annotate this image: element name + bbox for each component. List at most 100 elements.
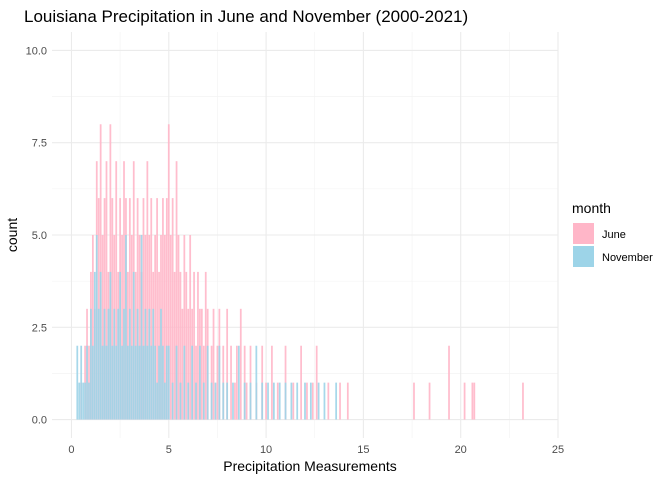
november-bar: [162, 345, 164, 420]
november-bar: [107, 308, 110, 420]
november-bar: [323, 382, 326, 420]
november-bar: [142, 345, 145, 420]
november-bar: [146, 345, 149, 420]
november-bar: [101, 345, 104, 420]
november-bar: [148, 308, 151, 420]
june-bar: [177, 235, 180, 420]
x-tick-label: 0: [68, 444, 74, 456]
november-bar: [115, 345, 118, 420]
june-bar: [271, 345, 273, 420]
november-bar: [317, 382, 320, 420]
june-bar: [154, 235, 157, 420]
june-bar: [230, 345, 232, 420]
june-bar: [179, 271, 182, 420]
november-bar: [134, 345, 137, 420]
june-bar: [311, 382, 314, 420]
november-bar: [144, 308, 147, 420]
november-bar: [164, 382, 166, 420]
november-bar: [105, 345, 108, 420]
june-bar: [162, 198, 164, 420]
november-bar: [255, 345, 258, 420]
november-bar: [82, 382, 85, 420]
november-bar: [183, 345, 186, 420]
november-bar: [84, 382, 86, 420]
june-bar: [193, 271, 195, 420]
june-bar: [463, 382, 466, 420]
legend-label-june: June: [602, 229, 626, 241]
june-bar: [146, 161, 149, 420]
november-bar: [125, 235, 127, 420]
june-bar: [306, 382, 308, 420]
june-bar: [300, 345, 302, 420]
november-bar: [284, 382, 287, 420]
y-tick-label: 5.0: [32, 230, 47, 242]
november-bar: [123, 308, 125, 420]
major-gridlines: [52, 32, 559, 438]
november-bar: [150, 345, 153, 420]
november-bar: [206, 345, 209, 420]
june-bar: [183, 235, 186, 420]
x-tick-label: 25: [552, 444, 564, 456]
june-bar: [171, 198, 174, 420]
legend-key-november: [573, 246, 594, 267]
november-bar: [156, 382, 158, 420]
june-bar: [130, 235, 133, 420]
june-bar: [181, 308, 184, 420]
november-bar: [290, 382, 293, 420]
june-bar: [101, 235, 104, 420]
june-bar: [212, 308, 215, 420]
june-bar: [239, 308, 242, 420]
november-bars: [76, 235, 338, 420]
june-bar: [315, 345, 318, 420]
june-bar: [173, 271, 176, 420]
november-bar: [243, 382, 246, 420]
november-bar: [119, 271, 121, 420]
june-bar: [189, 235, 192, 420]
november-bar: [152, 308, 155, 420]
november-bar: [138, 345, 141, 420]
june-bar: [164, 235, 166, 420]
november-bar: [249, 382, 252, 420]
june-bar: [234, 382, 236, 420]
november-bar: [232, 382, 234, 420]
november-bar: [296, 382, 299, 420]
june-bar: [236, 345, 238, 420]
june-bar: [428, 382, 431, 420]
november-bar: [202, 382, 205, 420]
june-bar: [204, 271, 207, 420]
june-bar: [142, 198, 145, 420]
june-bar: [105, 161, 108, 420]
november-bar: [191, 345, 193, 420]
november-bar: [80, 345, 83, 420]
november-bar: [304, 382, 306, 420]
x-tick-label: 5: [166, 444, 172, 456]
june-bar: [121, 235, 123, 420]
november-bar: [111, 345, 114, 420]
november-bar: [160, 308, 162, 420]
june-bar: [473, 382, 476, 420]
y-axis-tick-labels: 0.0 2.5 5.0 7.5 10.0: [26, 45, 47, 426]
november-bar: [109, 271, 112, 420]
legend-title: month: [572, 200, 611, 216]
june-bar: [200, 308, 203, 420]
november-bar: [154, 345, 157, 420]
november-bar: [179, 382, 182, 420]
november-bar: [99, 271, 102, 420]
june-bar: [413, 382, 415, 420]
november-bar: [140, 235, 143, 420]
november-bar: [93, 271, 96, 420]
june-bar: [185, 271, 188, 420]
november-bar: [97, 308, 100, 420]
june-bar: [448, 345, 450, 420]
june-bar: [346, 382, 349, 420]
november-bar: [136, 308, 139, 420]
chart-title: Louisiana Precipitation in June and Nove…: [24, 7, 468, 26]
november-bar: [103, 308, 106, 420]
x-axis-title: Precipitation Measurements: [223, 458, 397, 474]
legend: month June November: [572, 200, 653, 267]
november-bar: [86, 345, 88, 420]
november-bar: [309, 382, 312, 420]
june-bar: [339, 382, 341, 420]
november-bar: [113, 308, 116, 420]
